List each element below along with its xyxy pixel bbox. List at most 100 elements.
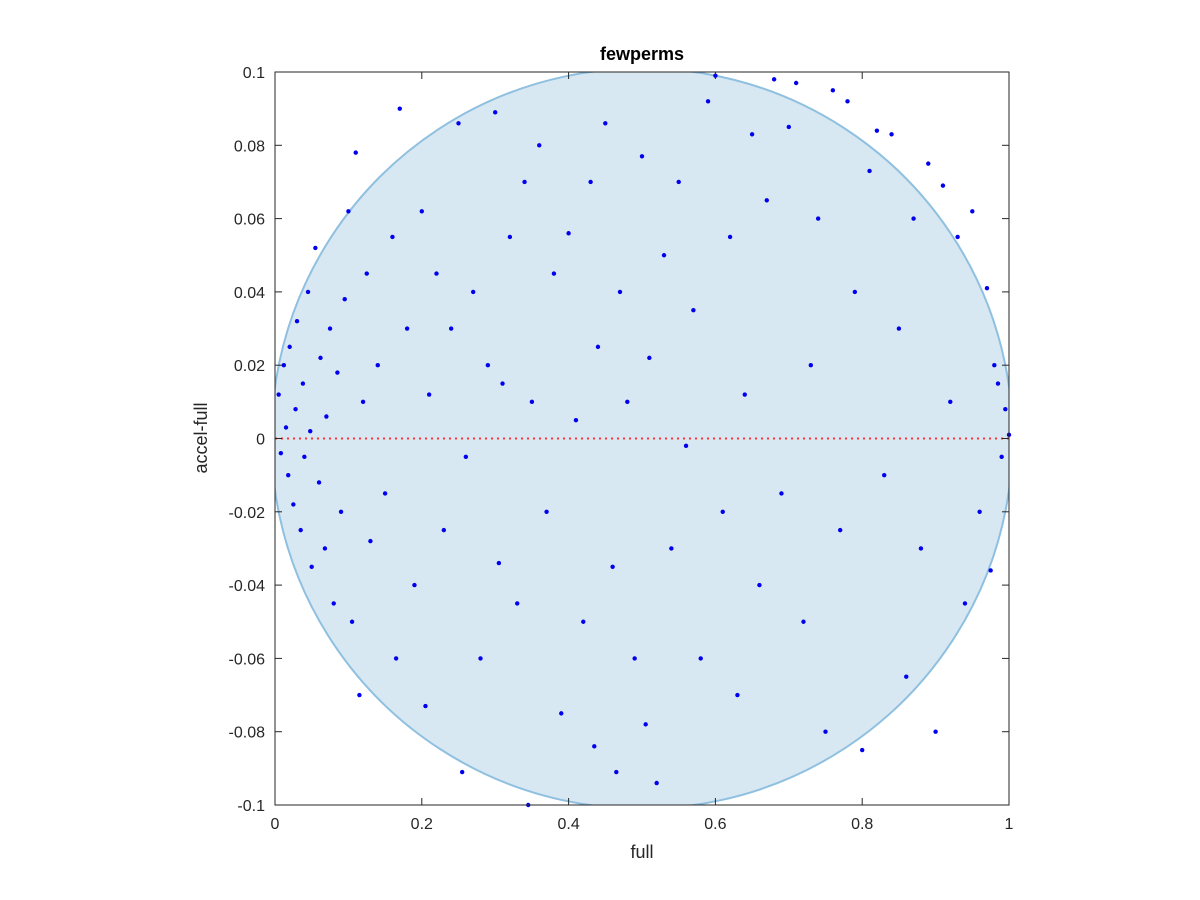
- data-point: [654, 780, 659, 786]
- data-point: [423, 703, 428, 709]
- data-point: [757, 582, 762, 588]
- data-point: [412, 582, 417, 588]
- data-point: [300, 381, 306, 386]
- data-point: [830, 88, 836, 93]
- data-point: [683, 443, 689, 449]
- data-point: [305, 289, 311, 295]
- data-point: [281, 363, 287, 368]
- data-point: [390, 234, 395, 240]
- data-point: [313, 245, 318, 251]
- data-point: [852, 289, 858, 295]
- data-point: [500, 381, 505, 386]
- data-point: [669, 546, 674, 551]
- data-point: [995, 381, 1001, 386]
- data-point: [426, 392, 432, 397]
- data-point: [368, 538, 373, 544]
- data-point: [992, 363, 997, 368]
- data-point: [349, 619, 355, 624]
- data-point: [845, 99, 850, 104]
- data-point: [459, 769, 465, 775]
- data-point: [749, 132, 755, 137]
- data-point: [316, 480, 322, 485]
- data-point: [318, 355, 323, 361]
- data-point: [360, 399, 366, 405]
- data-point: [544, 509, 549, 514]
- data-point: [904, 674, 909, 679]
- y-tick-label: 0.02: [234, 358, 265, 375]
- data-point: [448, 326, 454, 331]
- data-point: [955, 234, 960, 240]
- data-point: [397, 106, 402, 111]
- y-tick-label: 0: [256, 432, 265, 449]
- data-point: [727, 234, 733, 240]
- data-point: [705, 99, 711, 104]
- x-axis: 0 0.2 0.4 0.6 0.8 1: [271, 72, 1014, 833]
- data-point: [889, 132, 894, 137]
- data-point: [327, 326, 333, 331]
- y-tick-label: 0.04: [234, 285, 265, 302]
- data-point: [331, 601, 336, 606]
- data-point: [603, 121, 608, 126]
- y-tick-label: -0.04: [229, 578, 266, 595]
- data-point: [882, 472, 887, 478]
- data-point: [676, 179, 681, 185]
- data-point: [874, 128, 880, 133]
- data-point: [375, 363, 380, 368]
- data-point: [278, 450, 284, 456]
- data-point: [698, 656, 703, 661]
- data-point: [918, 546, 924, 551]
- data-point: [779, 491, 784, 496]
- data-point: [632, 656, 637, 661]
- data-point: [614, 769, 619, 775]
- data-point: [1003, 406, 1008, 412]
- data-point: [988, 568, 993, 573]
- data-point: [691, 308, 696, 313]
- data-point: [742, 392, 747, 397]
- data-point: [353, 150, 358, 155]
- data-point: [283, 425, 289, 430]
- y-axis: -0.1 -0.08 -0.06 -0.04 -0.02 0 0.02 0.04 0.06 0.0…: [229, 65, 1009, 815]
- data-point: [771, 77, 777, 82]
- data-point: [595, 344, 601, 350]
- data-point: [357, 692, 362, 698]
- data-point: [911, 216, 916, 221]
- data-point: [977, 509, 982, 514]
- data-point: [860, 747, 865, 753]
- data-point: [507, 234, 513, 240]
- y-tick-label: -0.02: [229, 505, 266, 522]
- data-point: [926, 161, 931, 166]
- data-point: [287, 344, 292, 350]
- data-point: [815, 216, 821, 221]
- data-point: [566, 231, 571, 236]
- data-point: [720, 509, 725, 514]
- data-point: [434, 271, 439, 276]
- data-point: [404, 326, 410, 331]
- data-point: [933, 729, 938, 734]
- data-point: [610, 564, 615, 569]
- x-tick-label: 1: [1005, 816, 1014, 833]
- data-point: [581, 619, 586, 624]
- data-point: [823, 729, 828, 734]
- x-tick-label: 0.4: [557, 816, 579, 833]
- data-point: [639, 154, 645, 159]
- data-point: [515, 601, 520, 606]
- data-point: [309, 564, 314, 569]
- data-point: [338, 509, 344, 514]
- data-point: [496, 560, 502, 566]
- data-point: [291, 502, 296, 507]
- data-point: [896, 326, 902, 331]
- data-point: [470, 289, 476, 295]
- data-point: [419, 209, 424, 214]
- data-point: [493, 110, 498, 115]
- data-point: [793, 80, 799, 86]
- data-point: [293, 406, 298, 412]
- x-tick-label: 0.6: [704, 816, 726, 833]
- data-point: [522, 179, 527, 185]
- chart-title: fewperms: [600, 44, 684, 64]
- data-point: [786, 124, 791, 130]
- data-point: [294, 319, 300, 324]
- x-axis-label: full: [630, 842, 653, 862]
- data-point: [463, 454, 469, 460]
- y-tick-label: 0.06: [234, 212, 265, 229]
